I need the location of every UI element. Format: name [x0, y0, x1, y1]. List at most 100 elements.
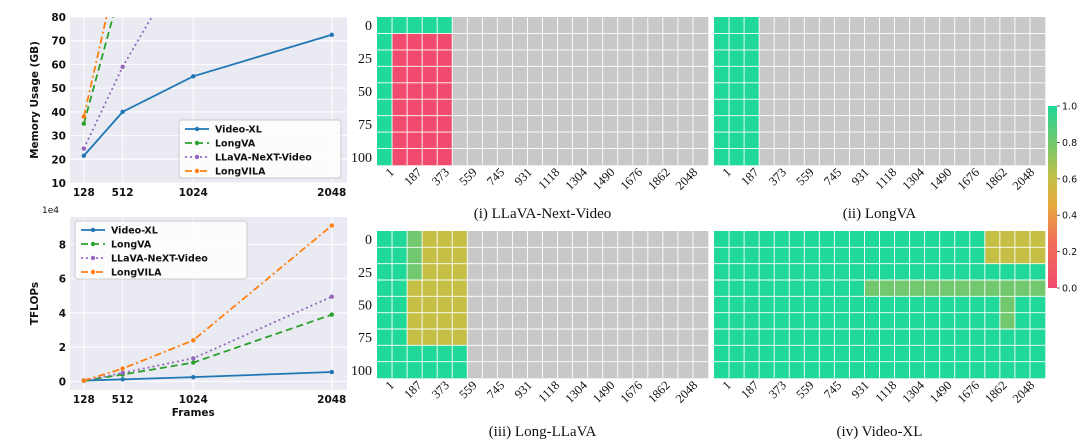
heatmap-cell [647, 312, 664, 330]
heatmap-cell [864, 66, 880, 84]
heatmap-cell [482, 329, 498, 346]
heatmap-cell [729, 280, 745, 297]
heatmap-cell [969, 280, 986, 297]
heatmap-cell [1029, 345, 1046, 362]
heatmap-cell [774, 280, 790, 297]
heatmap-cell [864, 312, 880, 330]
heatmap-cell [894, 361, 910, 379]
heatmap-cell [452, 115, 468, 133]
x-tick-label: 1 [383, 165, 397, 179]
heatmap-cell [572, 33, 588, 51]
heatmap-cell [789, 33, 805, 51]
heatmap-cell [602, 66, 619, 84]
subplot-caption: (iii) Long-LLaVA [489, 424, 597, 440]
heatmap-cell [954, 329, 971, 346]
legend-marker [194, 168, 200, 174]
x-tick-label: 1 [383, 378, 397, 392]
heatmap-cell [909, 280, 925, 297]
heatmap-cell [744, 296, 760, 313]
x-tick-label: 512 [112, 394, 134, 406]
heatmap-cell [999, 17, 1016, 34]
heatmap-cell [714, 49, 730, 67]
heatmap-cell [804, 82, 820, 100]
x-tick-label: 1304 [562, 378, 590, 406]
heatmap-cell [849, 312, 865, 330]
heatmap-cell [527, 49, 543, 67]
heatmap-cell [542, 66, 558, 84]
heatmap-cell [602, 231, 619, 248]
heatmap-cell [924, 33, 940, 51]
heatmap-cell [692, 33, 709, 51]
heatmap-cell [512, 312, 528, 330]
heatmap-cell [542, 361, 558, 379]
heatmap-cell [647, 247, 664, 264]
heatmap-cell [647, 296, 664, 313]
heatmap-cell [407, 312, 423, 330]
heatmap-cell [647, 361, 664, 379]
heatmap-cell [512, 329, 528, 346]
heatmap-cell [572, 329, 588, 346]
heatmap-cell [467, 66, 483, 84]
heatmap-cell [452, 296, 468, 313]
heatmap-cell [834, 361, 850, 379]
heatmap-cell [774, 247, 790, 264]
heatmap-cell [1014, 247, 1031, 264]
heatmap-cell [572, 66, 588, 84]
heatmap-cell [939, 329, 956, 346]
heatmap-cell [392, 247, 408, 264]
heatmap-cell [789, 247, 805, 264]
heatmap-cell [759, 329, 775, 346]
heatmap-cell [819, 247, 835, 264]
x-tick-label: 1676 [955, 165, 983, 193]
heatmap-cell [759, 82, 775, 100]
heatmap-cell [909, 33, 925, 51]
heatmap-cell [849, 280, 865, 297]
heatmap-cell [512, 17, 528, 34]
y-tick-label: 30 [51, 131, 66, 143]
heatmap-cell [714, 33, 730, 51]
heatmap-cell [557, 132, 573, 149]
heatmap-cell [789, 280, 805, 297]
heatmap-cell [819, 296, 835, 313]
heatmap-cell [497, 82, 513, 100]
heatmap-cell [497, 312, 513, 330]
heatmap-cell [879, 329, 895, 346]
heatmap-cell [984, 263, 1001, 281]
heatmap-cell [819, 115, 835, 133]
heatmap-cell [452, 99, 468, 116]
heatmap-cell [587, 329, 603, 346]
heatmap-cell [939, 247, 956, 264]
heatmap-cell [864, 280, 880, 297]
heatmap-cell [939, 280, 956, 297]
heatmap-cell [677, 361, 694, 379]
heatmap-cell [714, 99, 730, 116]
heatmap-cell [692, 312, 709, 330]
heatmap-cell [969, 296, 986, 313]
heatmap-cell [587, 296, 603, 313]
heatmap-cell [467, 247, 483, 264]
heatmap-cell [692, 361, 709, 379]
heatmap-cell [482, 148, 498, 166]
legend-marker [90, 227, 96, 233]
heatmap-cell [632, 148, 649, 166]
heatmap-cell [377, 17, 393, 34]
y-tick-label: 20 [51, 154, 66, 166]
data-point [120, 64, 125, 70]
heatmap-4: 0 25 50 75 100 1 187 373 559 745 931 1118 1304 1490 16… [351, 231, 709, 440]
heatmap-cell [677, 231, 694, 248]
heatmap-cell [984, 33, 1001, 51]
heatmap-cell [909, 247, 925, 264]
heatmap-cell [939, 17, 956, 34]
heatmap-cell [939, 82, 956, 100]
heatmap-cell [557, 33, 573, 51]
heatmap-cell [834, 82, 850, 100]
heatmap-cell [602, 312, 619, 330]
heatmap-cell [602, 361, 619, 379]
heatmap-cell [909, 115, 925, 133]
data-point [120, 377, 125, 382]
heatmap-cell [587, 33, 603, 51]
heatmap-cell [692, 231, 709, 248]
heatmap-cell [587, 148, 603, 166]
heatmap-cell [1029, 263, 1046, 281]
heatmap-cell [557, 66, 573, 84]
